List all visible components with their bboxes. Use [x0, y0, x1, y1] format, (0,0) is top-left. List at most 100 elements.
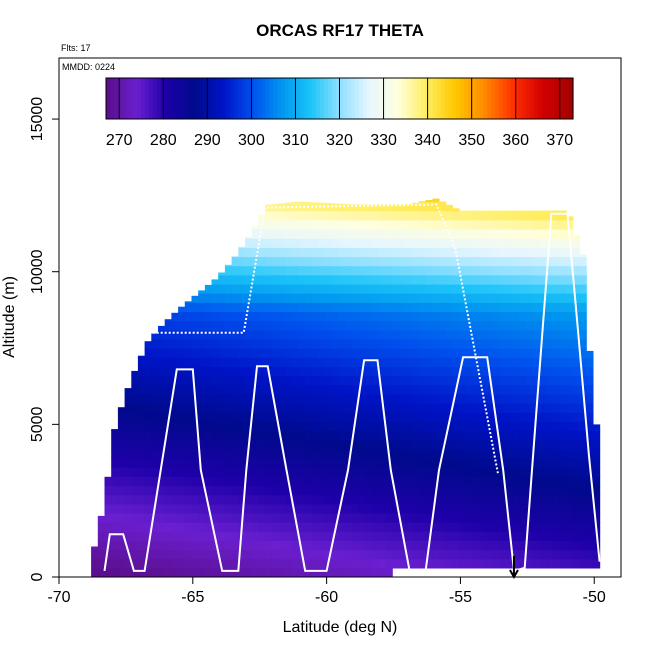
heat-cell	[211, 430, 219, 441]
heat-cell	[158, 329, 166, 340]
flight-track	[103, 203, 601, 573]
heat-cell	[472, 210, 480, 221]
heat-cell	[285, 439, 293, 450]
heat-cell	[184, 558, 193, 569]
heat-cell	[425, 494, 433, 505]
heat-cell	[158, 485, 166, 496]
heat-cell	[238, 338, 246, 349]
heat-cell	[224, 348, 233, 358]
heat-cell	[365, 558, 373, 569]
heat-cell	[432, 293, 440, 303]
colorbar-tick-label: 310	[282, 132, 309, 149]
heat-cell	[465, 503, 474, 514]
heat-cell	[398, 476, 407, 487]
heat-cell	[439, 375, 447, 386]
heat-cell	[479, 375, 487, 386]
heat-cell	[372, 274, 380, 285]
heat-cell	[546, 531, 554, 541]
heat-cell	[526, 283, 534, 294]
heat-cell	[238, 540, 246, 551]
heat-cell	[184, 549, 193, 560]
heat-cell	[378, 549, 387, 560]
heat-cell	[191, 512, 199, 523]
heat-cell	[245, 348, 253, 358]
heat-cell	[358, 457, 366, 468]
heat-cell	[184, 412, 193, 422]
heat-cell	[291, 256, 300, 267]
heat-cell	[231, 503, 239, 514]
heat-cell	[251, 302, 259, 312]
heat-cell	[265, 311, 273, 322]
heat-cell	[338, 403, 346, 413]
heat-cell	[378, 430, 387, 441]
heat-cell	[445, 375, 453, 386]
heat-cell	[385, 375, 393, 386]
heat-cell	[418, 476, 427, 487]
heat-cell	[445, 476, 453, 487]
heat-cell	[418, 485, 427, 496]
heat-cell	[398, 430, 407, 441]
heat-cell	[325, 256, 333, 267]
heat-cell	[519, 302, 527, 312]
heat-cell	[505, 283, 514, 294]
heat-cell	[184, 421, 193, 432]
heat-cell	[505, 448, 514, 459]
heat-cell	[271, 393, 280, 404]
colorbar-segment	[390, 78, 395, 119]
heat-cell	[586, 393, 594, 404]
heat-cell	[358, 229, 366, 239]
heat-cell	[365, 549, 373, 560]
heat-cell	[198, 412, 206, 422]
heat-cell	[171, 467, 179, 477]
heat-cell	[365, 204, 373, 212]
heat-cell	[358, 247, 366, 258]
heat-cell	[472, 329, 480, 340]
heat-cell	[425, 200, 433, 203]
heat-cell	[218, 329, 226, 340]
heat-cell	[398, 439, 407, 450]
heat-cell	[345, 522, 353, 532]
heat-cell	[559, 265, 567, 276]
heat-cell	[291, 467, 300, 477]
heat-cell	[559, 274, 567, 285]
heat-cell	[258, 348, 266, 358]
heat-cell	[131, 375, 139, 386]
heat-cell	[472, 238, 480, 248]
heat-cell	[332, 467, 340, 477]
heat-cell	[378, 302, 387, 312]
heat-cell	[184, 430, 193, 441]
colorbar-segment	[510, 78, 516, 119]
heat-cell	[358, 338, 366, 349]
heat-cell	[559, 384, 567, 395]
heat-cell	[298, 265, 306, 276]
heat-cell	[258, 439, 266, 450]
heat-cell	[552, 366, 561, 377]
heat-cell	[572, 457, 581, 468]
heat-cell	[499, 238, 507, 248]
heat-cell	[418, 494, 427, 505]
heat-cell	[586, 350, 594, 358]
heat-cell	[278, 338, 286, 349]
heat-cell	[472, 430, 480, 441]
heat-cell	[539, 412, 547, 422]
heat-cell	[198, 457, 206, 468]
heat-cell	[271, 357, 280, 367]
heat-cell	[198, 375, 206, 386]
heat-cell	[345, 293, 353, 303]
heat-cell	[392, 430, 400, 441]
heat-cell	[392, 283, 400, 294]
heat-cell	[505, 320, 514, 331]
heat-cell	[439, 338, 447, 349]
heat-cell	[338, 522, 346, 532]
heat-cell	[238, 494, 246, 505]
colorbar-segment	[514, 78, 520, 119]
heat-cell	[158, 503, 166, 514]
colorbar-segment	[561, 78, 566, 119]
heat-cell	[485, 393, 494, 404]
heat-cell	[452, 366, 460, 377]
heat-cell	[325, 366, 333, 377]
heat-cell	[459, 366, 467, 377]
heat-cell	[325, 338, 333, 349]
heat-cell	[204, 485, 213, 496]
heat-cell	[198, 558, 206, 569]
